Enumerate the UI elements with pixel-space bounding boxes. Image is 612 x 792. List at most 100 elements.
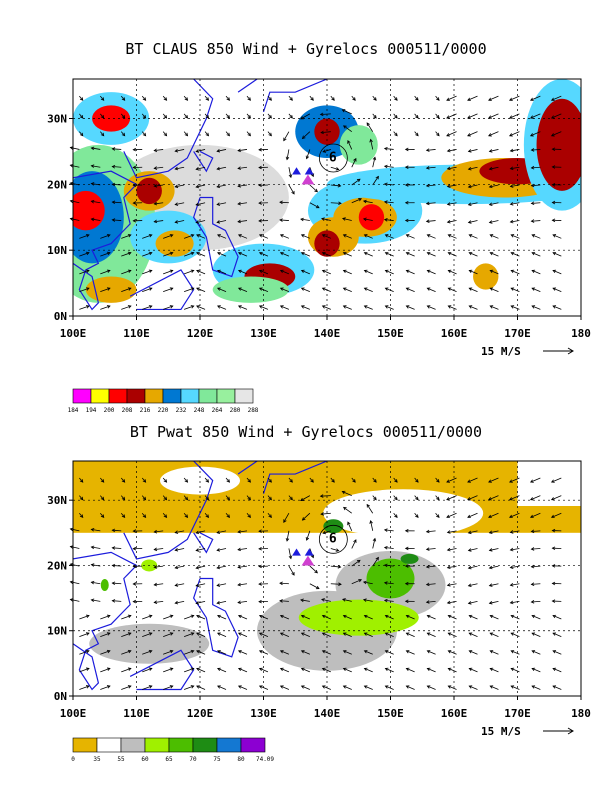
wind-arrow <box>259 668 269 673</box>
wind-arrow <box>531 615 541 620</box>
wind-arrowhead <box>205 97 210 101</box>
wind-arrowhead <box>132 599 137 604</box>
wind-arrow <box>175 184 185 188</box>
wind-arrowhead <box>237 614 242 619</box>
wind-arrow <box>469 615 478 620</box>
wind-arrow <box>511 650 520 655</box>
coastline <box>237 461 258 475</box>
wind-arrow <box>510 166 520 170</box>
wind-arrowhead <box>216 220 221 224</box>
wind-arrowhead <box>352 479 356 483</box>
wind-arrow <box>163 650 173 655</box>
wind-arrow <box>426 166 436 169</box>
wind-arrow <box>183 287 194 293</box>
wind-arrow <box>370 139 374 150</box>
wind-arrow <box>204 131 209 137</box>
wind-arrow <box>448 252 457 257</box>
wind-arrow <box>330 202 342 204</box>
storm-marker: 6 <box>329 532 337 547</box>
wind-arrowhead <box>446 148 451 153</box>
wind-arrow <box>100 234 111 239</box>
wind-arrow <box>79 131 84 137</box>
wind-arrow <box>510 600 520 604</box>
wind-arrow <box>309 184 318 193</box>
wind-arrow <box>99 131 105 137</box>
wind-arrow <box>79 270 90 275</box>
wind-arrow <box>79 252 90 257</box>
wind-arrow <box>237 166 248 169</box>
wind-arrowhead <box>446 565 451 570</box>
wind-arrowhead <box>169 614 174 619</box>
wind-arrowhead <box>142 496 147 501</box>
wind-arrow <box>259 685 269 690</box>
wind-arrowhead <box>488 220 493 224</box>
wind-arrowhead <box>85 685 90 689</box>
wind-arrow <box>321 131 331 134</box>
wind-arrow <box>427 615 436 620</box>
wind-arrowhead <box>394 514 398 518</box>
wind-arrow <box>183 650 194 655</box>
wind-arrow <box>426 184 436 187</box>
wind-arrowhead <box>196 269 200 274</box>
track-marker <box>301 174 315 185</box>
wind-arrow <box>347 522 353 532</box>
wind-arrow <box>490 685 499 690</box>
wind-arrow <box>343 615 352 620</box>
wind-arrow <box>183 632 194 637</box>
wind-arrow <box>384 529 394 532</box>
wind-arrowhead <box>127 287 132 291</box>
wind-arrow <box>511 287 520 293</box>
wind-arrow <box>510 530 520 533</box>
colorbar-label: 55 <box>117 756 125 763</box>
wind-arrowhead <box>217 305 221 309</box>
wind-arrowhead <box>79 496 84 501</box>
wind-arrowhead <box>258 564 262 569</box>
wind-arrowhead <box>289 97 293 101</box>
wind-arrowhead <box>384 234 389 238</box>
wind-arrowhead <box>174 149 179 153</box>
wind-arrow <box>309 565 318 574</box>
wind-arrowhead <box>446 583 451 587</box>
wind-arrow <box>511 668 520 673</box>
wind-arrow <box>551 512 562 518</box>
wind-arrowhead <box>195 601 200 605</box>
wind-arrow <box>196 287 206 293</box>
wind-arrow <box>393 131 398 137</box>
wind-arrow <box>372 176 379 186</box>
wind-arrow <box>79 632 90 637</box>
wind-arrow <box>183 615 194 620</box>
colorbar-swatch <box>198 388 218 404</box>
wind-arrowhead <box>375 556 379 561</box>
wind-arrowhead <box>488 583 493 587</box>
wind-arrowhead <box>488 115 492 119</box>
wind-arrow <box>91 581 101 585</box>
wind-arrow <box>427 685 436 690</box>
wind-arrow <box>225 113 230 119</box>
wind-arrowhead <box>258 582 262 586</box>
wind-arrow <box>154 565 164 568</box>
wind-arrow <box>467 95 478 101</box>
cloud-cell <box>73 190 105 231</box>
wind-arrowhead <box>106 234 111 238</box>
wind-arrow <box>447 600 457 604</box>
wind-arrowhead <box>552 287 557 291</box>
wind-arrow <box>330 477 335 483</box>
wind-arrow <box>196 305 206 310</box>
wind-arrowhead <box>111 599 116 603</box>
x-tick-label: 140E <box>314 327 341 340</box>
wind-arrowhead <box>279 200 283 205</box>
wind-arrowhead <box>436 479 440 483</box>
wind-arrow <box>100 615 111 620</box>
wind-arrowhead <box>372 156 377 161</box>
wind-arrowhead <box>148 305 153 309</box>
wind-arrow <box>91 528 101 532</box>
wind-arrowhead <box>132 218 137 223</box>
wind-arrowhead <box>190 234 195 238</box>
wind-arrowhead <box>148 287 153 291</box>
wind-arrowhead <box>467 149 472 153</box>
wind-arrowhead <box>530 183 535 188</box>
wind-arrowhead <box>247 479 251 483</box>
wind-arrow <box>204 113 209 119</box>
wind-arrow <box>154 202 164 205</box>
wind-arrowhead <box>468 667 473 672</box>
